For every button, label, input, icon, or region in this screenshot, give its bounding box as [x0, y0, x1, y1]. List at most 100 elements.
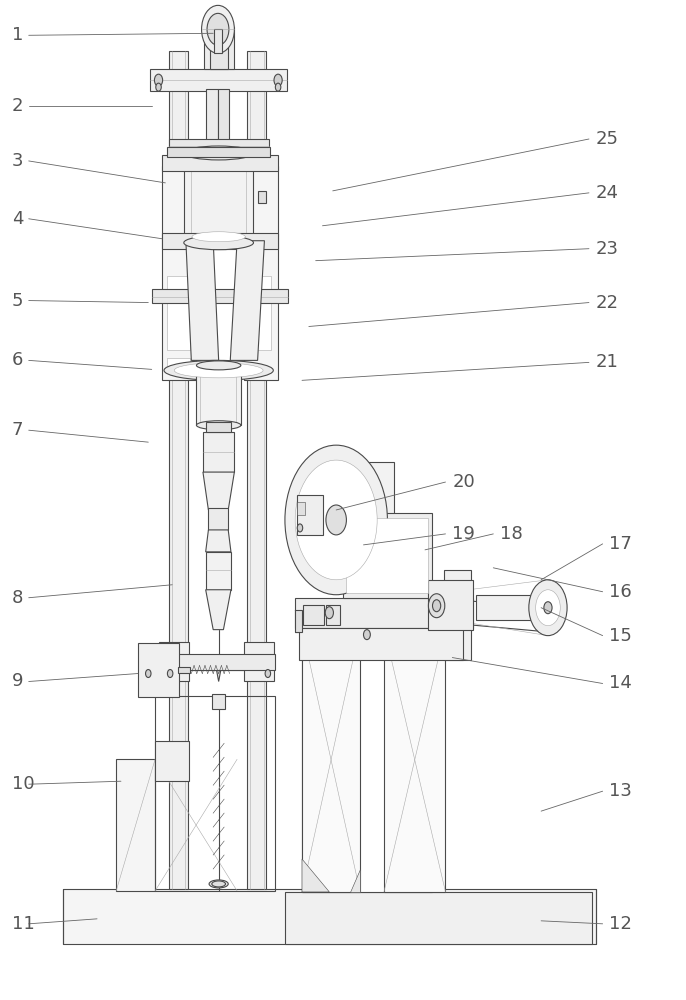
Text: 18: 18 [500, 525, 523, 543]
Bar [343, 513, 431, 598]
Bar [248, 51, 266, 889]
Circle shape [274, 74, 282, 86]
Bar [214, 29, 222, 53]
Circle shape [145, 670, 151, 678]
Text: 8: 8 [12, 589, 23, 607]
Bar [169, 51, 188, 889]
Bar [244, 642, 274, 681]
Bar [295, 598, 473, 628]
Text: 17: 17 [609, 535, 632, 553]
Bar [169, 139, 268, 153]
Ellipse shape [212, 881, 226, 887]
Ellipse shape [196, 361, 241, 370]
Text: 14: 14 [609, 674, 632, 692]
Text: 3: 3 [12, 152, 23, 170]
Bar [150, 69, 287, 91]
Text: 9: 9 [12, 672, 23, 690]
Text: 25: 25 [596, 130, 619, 148]
Bar [184, 153, 254, 243]
Text: 11: 11 [12, 915, 34, 933]
Circle shape [536, 590, 560, 626]
Polygon shape [203, 472, 235, 510]
Bar [158, 642, 189, 681]
Bar [249, 276, 271, 350]
Bar [155, 696, 274, 891]
Circle shape [325, 607, 333, 619]
Ellipse shape [174, 363, 263, 378]
Bar [63, 889, 596, 944]
Bar [444, 570, 471, 660]
Bar [162, 233, 278, 249]
Bar [218, 89, 229, 147]
Text: 7: 7 [12, 421, 23, 439]
Text: 5: 5 [12, 292, 23, 310]
Bar [303, 605, 324, 625]
Bar [209, 508, 228, 530]
Circle shape [326, 505, 346, 535]
Circle shape [202, 5, 235, 53]
Ellipse shape [184, 146, 254, 160]
Bar [162, 166, 196, 380]
Bar [167, 358, 190, 370]
Bar [244, 166, 278, 380]
Bar [212, 694, 226, 709]
Circle shape [529, 580, 567, 636]
Bar [206, 89, 218, 147]
Bar [302, 628, 360, 892]
Polygon shape [206, 590, 231, 630]
Circle shape [167, 670, 173, 678]
Circle shape [265, 670, 270, 678]
Circle shape [297, 524, 303, 532]
Text: 16: 16 [609, 583, 632, 601]
Bar [155, 741, 189, 781]
Ellipse shape [192, 232, 246, 242]
Bar [428, 580, 473, 630]
Circle shape [428, 594, 445, 618]
Bar [326, 605, 340, 625]
Bar [167, 276, 190, 350]
Bar [298, 628, 462, 660]
Circle shape [275, 83, 281, 91]
Text: 23: 23 [596, 240, 619, 258]
Polygon shape [350, 869, 360, 892]
Bar [259, 191, 266, 203]
Text: 12: 12 [609, 915, 632, 933]
Text: 15: 15 [609, 627, 632, 645]
Text: 20: 20 [452, 473, 475, 491]
Circle shape [364, 630, 370, 640]
Polygon shape [206, 530, 231, 552]
Bar [384, 628, 445, 892]
Bar [178, 667, 190, 673]
Bar [302, 628, 431, 892]
Bar [434, 598, 436, 622]
Text: 19: 19 [452, 525, 475, 543]
Polygon shape [116, 759, 155, 891]
Bar [329, 462, 394, 578]
Text: 10: 10 [12, 775, 34, 793]
Text: 21: 21 [596, 353, 619, 371]
Text: 22: 22 [596, 294, 619, 312]
Text: 4: 4 [12, 210, 23, 228]
Bar [295, 610, 302, 632]
Circle shape [295, 460, 377, 580]
Polygon shape [230, 241, 264, 360]
Bar [296, 495, 322, 535]
Polygon shape [215, 660, 223, 681]
Ellipse shape [164, 360, 273, 380]
Circle shape [207, 13, 229, 45]
Text: 6: 6 [12, 351, 23, 369]
Text: 24: 24 [596, 184, 619, 202]
Circle shape [285, 445, 388, 595]
Bar [167, 147, 270, 157]
Ellipse shape [209, 880, 228, 888]
Bar [206, 422, 231, 432]
Circle shape [154, 74, 163, 86]
Circle shape [544, 602, 552, 614]
Bar [162, 155, 278, 171]
Bar [346, 518, 428, 593]
Bar [203, 432, 235, 472]
Bar [158, 654, 274, 670]
Bar [476, 595, 545, 620]
Circle shape [432, 600, 440, 612]
Bar [152, 289, 288, 303]
